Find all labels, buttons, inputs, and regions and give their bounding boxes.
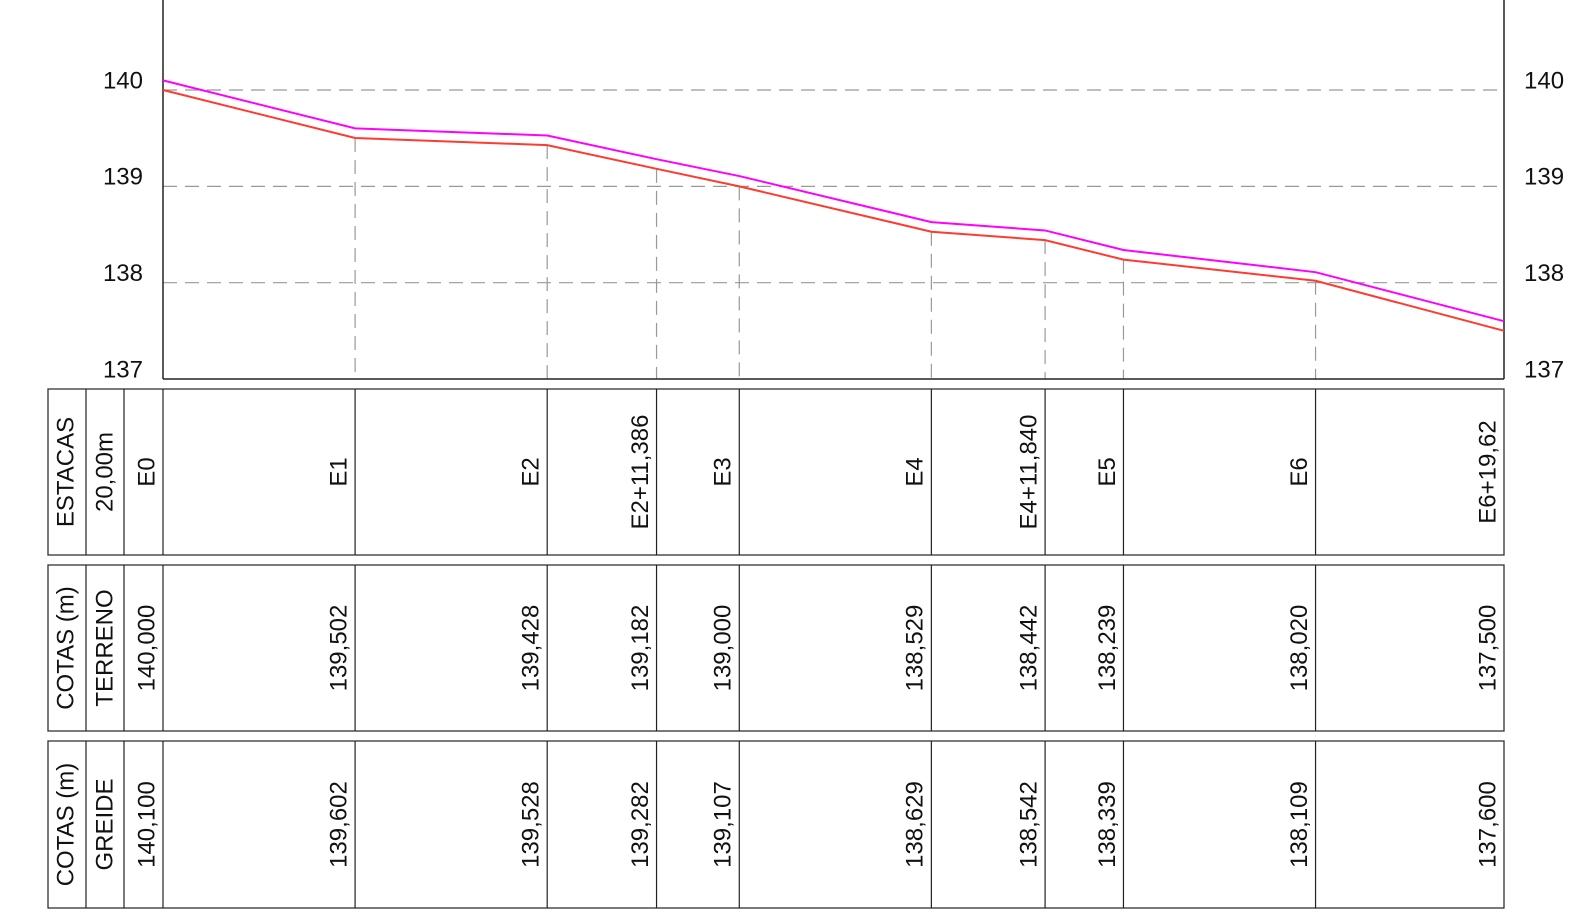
station-label: E6+19,62 bbox=[1474, 420, 1501, 523]
elevation-label: 139,107 bbox=[710, 781, 737, 868]
table-header: 20,00m bbox=[91, 432, 118, 512]
elevation-label: 138,442 bbox=[1015, 605, 1042, 692]
station-label: E4+11,840 bbox=[1015, 415, 1042, 530]
elevation-label: 139,602 bbox=[325, 781, 352, 868]
elevation-label: 138,239 bbox=[1094, 605, 1121, 692]
table-header: GREIDE bbox=[91, 778, 118, 870]
profile-line bbox=[162, 79, 1505, 323]
elevation-label: 138,529 bbox=[902, 605, 929, 692]
elevation-label: 138,020 bbox=[1286, 605, 1313, 692]
table-band bbox=[47, 740, 1505, 909]
elevation-label: 138,629 bbox=[902, 781, 929, 868]
y2-tick-label: 138 bbox=[1524, 260, 1564, 287]
table-band bbox=[47, 388, 1505, 556]
elevation-label: 138,109 bbox=[1286, 781, 1313, 868]
station-label: E3 bbox=[710, 457, 737, 486]
elevation-label: 139,182 bbox=[627, 605, 654, 692]
elevation-label: 140,100 bbox=[133, 781, 160, 868]
station-label: E5 bbox=[1094, 457, 1121, 486]
y2-tick-label: 140 bbox=[1524, 67, 1564, 94]
table-header: COTAS (m) bbox=[52, 586, 79, 710]
table-header: ESTACAS bbox=[52, 417, 79, 527]
elevation-label: 139,528 bbox=[518, 781, 545, 868]
y2-tick-label: 137 bbox=[1524, 356, 1564, 383]
station-label: E4 bbox=[902, 457, 929, 486]
elevation-label: 138,542 bbox=[1015, 781, 1042, 868]
elevation-label: 137,600 bbox=[1474, 781, 1501, 868]
y-tick-label: 140 bbox=[103, 67, 143, 94]
y2-tick-label: 139 bbox=[1524, 164, 1564, 191]
table-header: COTAS (m) bbox=[52, 763, 79, 887]
station-label: E0 bbox=[133, 457, 160, 486]
elevation-label: 139,428 bbox=[518, 605, 545, 692]
station-label: E1 bbox=[325, 457, 352, 486]
station-label: E2 bbox=[518, 457, 545, 486]
table-header: TERRENO bbox=[91, 589, 118, 706]
elevation-label: 139,502 bbox=[325, 605, 352, 692]
y-tick-label: 138 bbox=[103, 260, 143, 287]
station-label: E6 bbox=[1286, 457, 1313, 486]
elevation-label: 139,282 bbox=[627, 781, 654, 868]
station-label: E2+11,386 bbox=[627, 415, 654, 530]
elevation-label: 140,000 bbox=[133, 605, 160, 692]
elevation-label: 137,500 bbox=[1474, 605, 1501, 692]
elevation-label: 139,000 bbox=[710, 605, 737, 692]
elevation-label: 138,339 bbox=[1094, 781, 1121, 868]
y-tick-label: 139 bbox=[103, 164, 143, 191]
y-tick-label: 137 bbox=[103, 356, 143, 383]
table-band bbox=[47, 564, 1505, 732]
profile-line bbox=[162, 89, 1505, 332]
